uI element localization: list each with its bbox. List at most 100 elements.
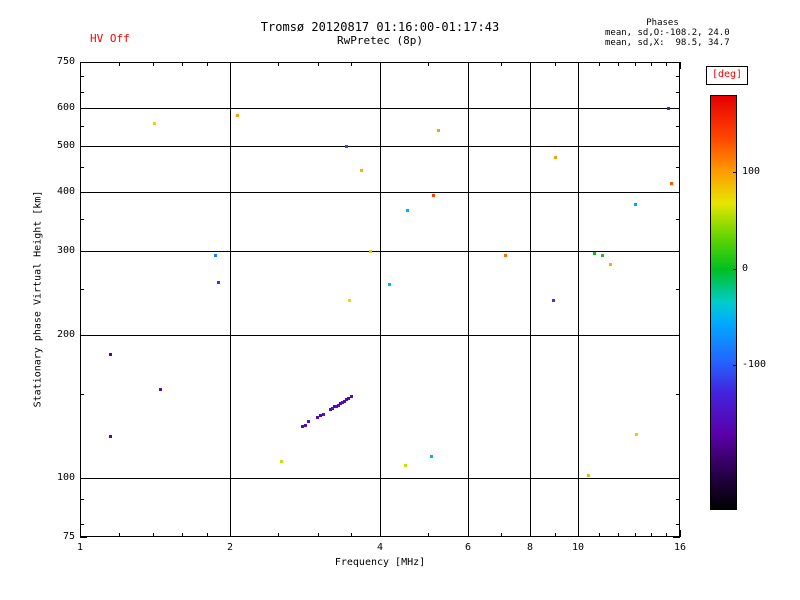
phase-stats-x: mean, sd,X: 98.5, 34.7 [605,38,730,48]
y-axis-minor-tick [80,92,84,93]
data-point [432,194,436,198]
x-axis-minor-tick [428,62,429,66]
x-axis-minor-tick [618,533,619,537]
data-point [635,433,639,437]
y-axis-tick [80,62,87,63]
plot-title: Tromsø 20120817 01:16:00-01:17:43 [260,20,500,34]
data-point [667,107,671,111]
x-axis-minor-tick [278,62,279,66]
x-tick-label: 16 [673,542,687,553]
x-axis-minor-tick [501,533,502,537]
y-axis-label: Stationary phase Virtual Height [km] [32,190,44,408]
data-point [587,474,591,478]
grid-line-horizontal [80,108,680,109]
x-tick-label: 1 [76,542,84,553]
x-tick-label: 2 [226,542,234,553]
data-point [108,435,112,439]
y-axis-minor-tick [676,219,680,220]
data-point [304,423,308,427]
grid-line-horizontal [80,335,680,336]
x-axis-minor-tick [599,62,600,66]
y-axis-tick [80,478,87,479]
y-tick-label: 300 [56,245,75,256]
hv-off-label: HV Off [90,32,130,45]
x-axis-tick [380,62,381,69]
y-axis-minor-tick [80,126,84,127]
y-axis-minor-tick [676,524,680,525]
x-axis-tick [230,62,231,69]
y-axis-minor-tick [676,126,680,127]
x-axis-tick [230,530,231,537]
y-axis-tick [80,192,87,193]
data-point [551,299,555,303]
x-axis-tick [530,62,531,69]
x-axis-minor-tick [207,533,208,537]
x-axis-tick [468,62,469,69]
x-axis-minor-tick [207,62,208,66]
y-axis-minor-tick [80,289,84,290]
y-axis-minor-tick [676,167,680,168]
y-axis-tick [673,146,680,147]
x-axis-minor-tick [182,533,183,537]
data-point [430,454,434,458]
data-point [338,402,342,406]
plot-subtitle: RwPretec (8p) [336,34,424,47]
data-point [387,283,391,287]
x-axis-tick [468,530,469,537]
x-axis-minor-tick [278,533,279,537]
y-axis-tick [80,108,87,109]
x-axis-minor-tick [599,533,600,537]
x-axis-minor-tick [182,62,183,66]
x-axis-minor-tick [351,62,352,66]
x-axis-minor-tick [501,62,502,66]
data-point [235,113,239,117]
y-axis-tick [80,335,87,336]
grid-line-horizontal [80,192,680,193]
data-point [347,396,351,400]
phase-stats-block: Phases mean, sd,O:-108.2, 24.0 mean, sd,… [605,18,730,48]
data-point [670,181,674,185]
y-tick-label: 600 [56,102,75,113]
y-axis-minor-tick [676,76,680,77]
y-axis-minor-tick [80,394,84,395]
x-axis-minor-tick [555,533,556,537]
data-point [342,399,346,403]
y-axis-minor-tick [80,76,84,77]
x-tick-label: 8 [526,542,534,553]
x-tick-label: 6 [464,542,472,553]
y-tick-label: 75 [62,531,75,542]
grid-line-vertical [530,62,531,537]
data-point [633,203,637,207]
data-point [217,280,221,284]
grid-line-vertical [380,62,381,537]
y-axis-minor-tick [676,394,680,395]
y-axis-tick [673,108,680,109]
y-axis-minor-tick [80,499,84,500]
y-axis-minor-tick [676,289,680,290]
data-point [108,352,112,356]
data-point [345,144,349,148]
y-axis-tick [80,146,87,147]
y-tick-label: 400 [56,186,75,197]
y-axis-tick [673,192,680,193]
x-axis-minor-tick [635,62,636,66]
x-axis-minor-tick [651,62,652,66]
data-point [334,405,338,409]
phase-stats-title: Phases [646,18,679,28]
y-axis-tick [673,251,680,252]
y-axis-tick [673,335,680,336]
data-point [340,400,344,404]
grid-line-vertical [230,62,231,537]
x-axis-minor-tick [153,533,154,537]
x-axis-tick [680,530,681,537]
x-axis-minor-tick [428,533,429,537]
y-axis-tick [80,537,87,538]
grid-line-vertical [468,62,469,537]
y-axis-minor-tick [80,524,84,525]
x-axis-minor-tick [153,62,154,66]
data-point [213,253,217,257]
colorbar-unit-label: [deg] [706,66,748,85]
x-axis-tick [80,62,81,69]
data-point [316,415,320,419]
colorbar-tick [733,172,737,173]
